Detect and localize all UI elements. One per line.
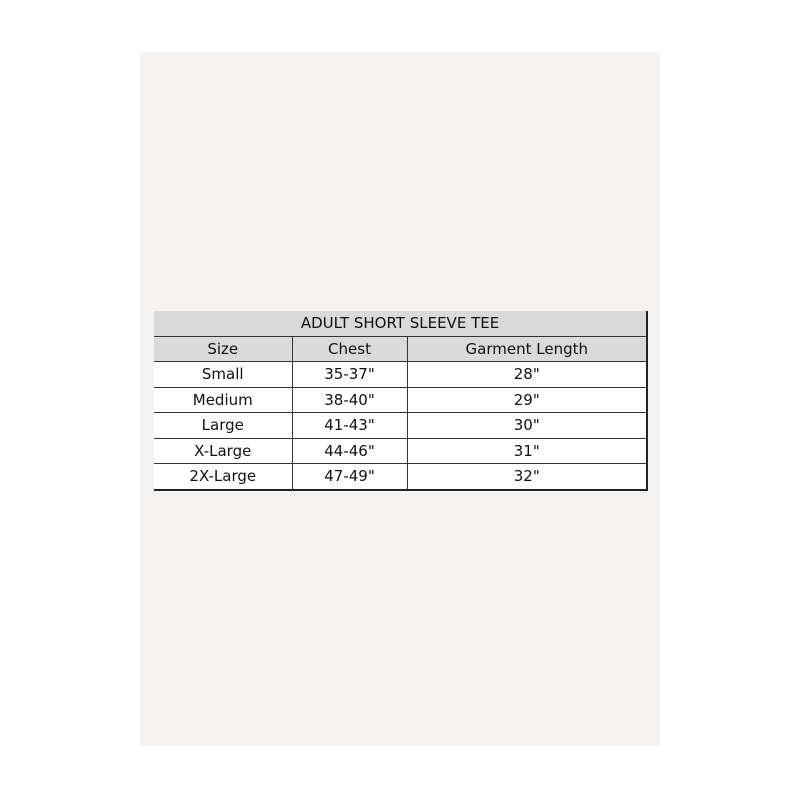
table-row: Large 41-43" 30" — [154, 412, 649, 439]
cell-size: 2X-Large — [154, 463, 293, 491]
cell-length: 32" — [406, 463, 649, 491]
cell-length: 31" — [406, 437, 649, 464]
cell-size: X-Large — [154, 437, 293, 464]
header-size: Size — [154, 335, 293, 362]
table-row: 2X-Large 47-49" 32" — [154, 463, 649, 491]
cell-length: 28" — [406, 361, 649, 388]
header-chest: Chest — [291, 335, 408, 362]
table-row: Small 35-37" 28" — [154, 361, 649, 388]
cell-chest: 35-37" — [291, 361, 408, 388]
cell-size: Small — [154, 361, 293, 388]
table-title: ADULT SHORT SLEEVE TEE — [154, 311, 649, 337]
table-header-row: Size Chest Garment Length — [154, 335, 649, 362]
cell-chest: 41-43" — [291, 412, 408, 439]
table-row: Medium 38-40" 29" — [154, 386, 649, 413]
table-title-row: ADULT SHORT SLEEVE TEE — [154, 311, 649, 337]
header-garment-length: Garment Length — [406, 335, 649, 362]
cell-size: Large — [154, 412, 293, 439]
cell-chest: 38-40" — [291, 386, 408, 413]
cell-chest: 47-49" — [291, 463, 408, 491]
cell-length: 29" — [406, 386, 649, 413]
cell-size: Medium — [154, 386, 293, 413]
table-row: X-Large 44-46" 31" — [154, 437, 649, 464]
cell-length: 30" — [406, 412, 649, 439]
cell-chest: 44-46" — [291, 437, 408, 464]
size-chart-table: ADULT SHORT SLEEVE TEE Size Chest Garmen… — [154, 311, 649, 491]
